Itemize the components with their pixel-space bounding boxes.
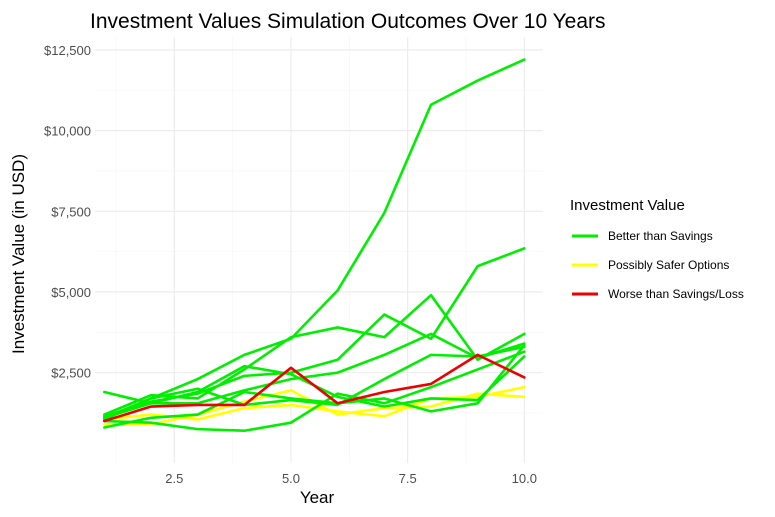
series-line [103, 343, 526, 429]
series-line [103, 58, 526, 420]
x-tick-label: 2.5 [165, 471, 183, 486]
x-axis-title: Year [300, 488, 335, 507]
legend-title: Investment Value [570, 197, 685, 214]
series-line [103, 332, 526, 405]
y-tick-label: $5,000 [51, 285, 91, 300]
y-axis-title: Investment Value (in USD) [9, 154, 28, 354]
series-line [103, 353, 526, 423]
legend-entries: Better than Savings Possibly Safer Option… [572, 229, 744, 301]
legend: Investment Value Better than Savings Poss… [570, 197, 744, 301]
x-axis-ticks: 2.5 5.0 7.5 10.0 [165, 471, 537, 486]
legend-label: Better than Savings [608, 229, 713, 243]
chart-title: Investment Values Simulation Outcomes Ov… [90, 10, 606, 33]
y-tick-label: $12,500 [44, 43, 91, 58]
y-axis-ticks: $2,500 $5,000 $7,500 $10,000 $12,500 [44, 43, 91, 381]
legend-label: Worse than Savings/Loss [608, 287, 744, 301]
y-tick-label: $2,500 [51, 366, 91, 381]
series-line [103, 345, 526, 421]
x-tick-label: 7.5 [399, 471, 417, 486]
series-line [103, 350, 526, 433]
y-tick-label: $10,000 [44, 124, 91, 139]
x-tick-label: 5.0 [282, 471, 300, 486]
y-tick-label: $7,500 [51, 204, 91, 219]
series-lines [103, 58, 526, 433]
x-tick-label: 10.0 [512, 471, 537, 486]
legend-label: Possibly Safer Options [608, 258, 729, 272]
